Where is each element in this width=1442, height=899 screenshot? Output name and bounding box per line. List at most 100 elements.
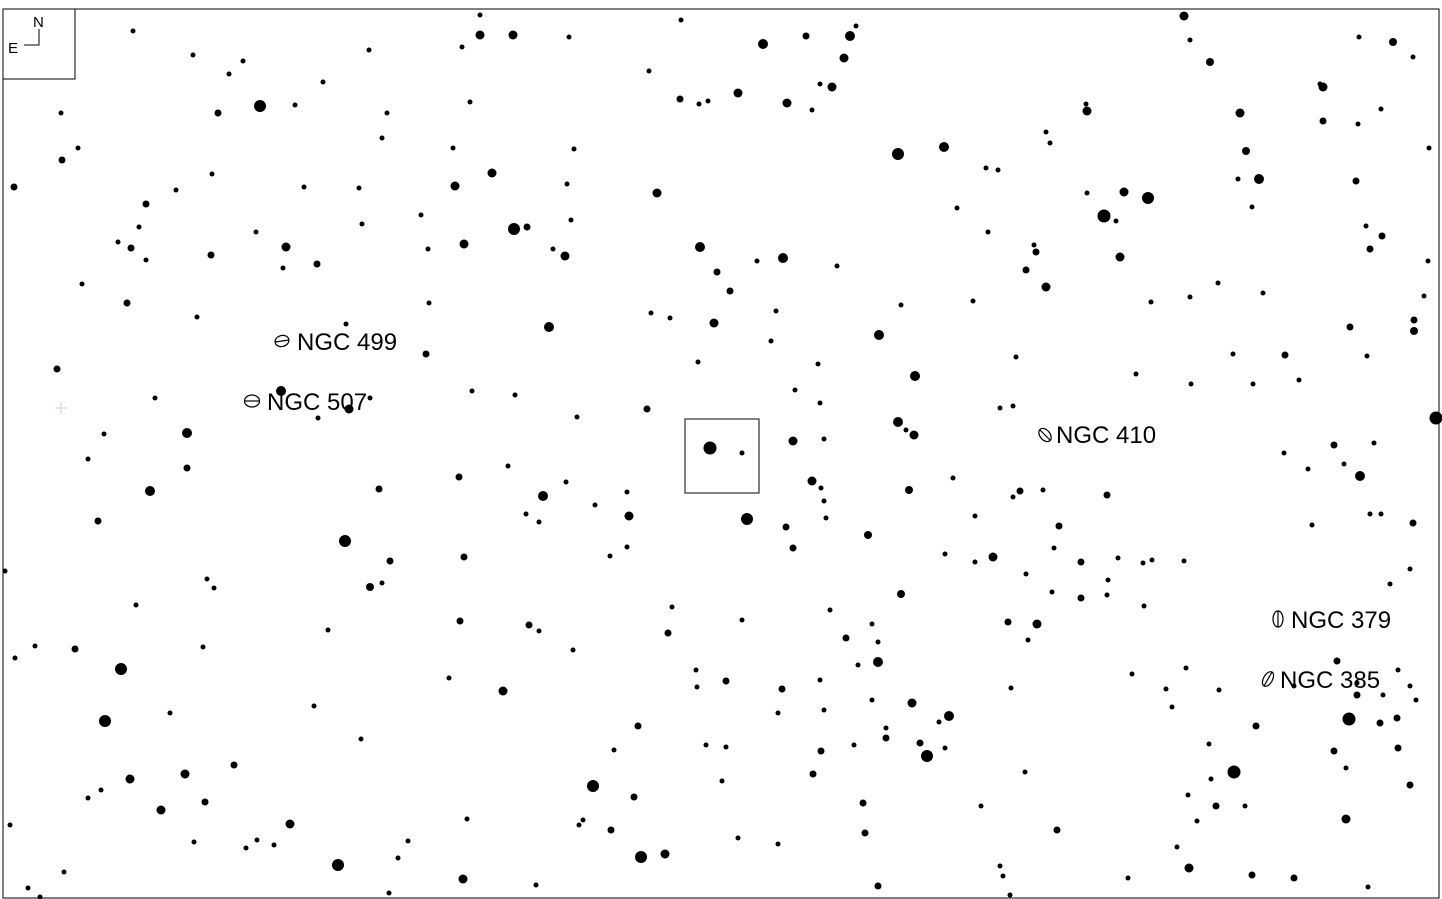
star <box>58 156 66 164</box>
star <box>864 531 872 539</box>
star <box>379 580 385 586</box>
star <box>1174 844 1180 850</box>
star <box>921 750 933 762</box>
star <box>125 774 135 784</box>
galaxy-ngc-507[interactable]: NGC 507 <box>243 389 368 416</box>
star <box>366 583 374 591</box>
star <box>276 386 286 396</box>
star <box>538 491 548 501</box>
star <box>1235 108 1245 118</box>
star-field <box>2 11 1442 899</box>
star <box>792 387 798 393</box>
star <box>1179 11 1189 21</box>
star <box>367 395 373 401</box>
star <box>1010 494 1016 500</box>
object-label: NGC 385 <box>1280 667 1380 694</box>
star <box>845 31 855 41</box>
star <box>853 23 859 29</box>
star <box>823 515 829 521</box>
star <box>379 135 385 141</box>
star <box>988 552 998 562</box>
star <box>94 517 102 525</box>
star <box>997 405 1003 411</box>
star <box>695 359 701 365</box>
star <box>214 109 222 117</box>
star <box>1008 685 1014 691</box>
object-label: NGC 410 <box>1056 422 1156 449</box>
star <box>563 479 569 485</box>
star <box>359 221 365 227</box>
star <box>1409 519 1417 527</box>
star <box>1281 450 1287 456</box>
star <box>773 308 779 314</box>
star <box>592 502 598 508</box>
star <box>624 511 634 521</box>
star <box>292 102 298 108</box>
star <box>954 205 960 211</box>
star <box>815 361 821 367</box>
star <box>280 265 286 271</box>
object-label: NGC 499 <box>297 329 397 356</box>
star <box>386 890 392 896</box>
star <box>1055 522 1063 530</box>
star <box>61 869 67 875</box>
star <box>1341 461 1347 467</box>
galaxy-ngc-385[interactable]: NGC 385 <box>1260 667 1380 694</box>
star <box>459 44 465 50</box>
star <box>450 145 456 151</box>
star <box>1163 686 1169 692</box>
star <box>1115 252 1125 262</box>
star <box>735 835 741 841</box>
star <box>703 441 717 455</box>
star <box>574 414 580 420</box>
star <box>1215 280 1221 286</box>
galaxy-ngc-410[interactable]: NGC 410 <box>1036 422 1156 449</box>
star <box>1380 692 1386 698</box>
star <box>1040 487 1046 493</box>
star <box>136 224 142 230</box>
star <box>1043 129 1049 135</box>
star <box>839 53 849 63</box>
star <box>667 315 673 321</box>
star <box>713 268 721 276</box>
star <box>313 260 321 268</box>
star <box>7 822 13 828</box>
star <box>1125 875 1131 881</box>
galaxy-ngc-499[interactable]: NGC 499 <box>274 329 397 356</box>
star <box>508 30 518 40</box>
star <box>75 145 81 151</box>
star <box>634 722 642 730</box>
star <box>1000 873 1006 879</box>
star <box>1227 765 1241 779</box>
star <box>240 58 246 64</box>
star <box>1149 557 1155 563</box>
star <box>384 110 390 116</box>
star <box>874 330 884 340</box>
star <box>1216 687 1222 693</box>
star <box>939 142 949 152</box>
star <box>375 485 383 493</box>
star <box>123 299 131 307</box>
star <box>523 223 531 231</box>
star <box>726 287 734 295</box>
star <box>460 553 468 561</box>
star <box>995 167 1001 173</box>
galaxy-ngc-379[interactable]: NGC 379 <box>1272 607 1391 634</box>
star <box>1355 121 1361 127</box>
star <box>741 513 753 525</box>
star <box>1077 558 1085 566</box>
star <box>851 742 857 748</box>
star <box>802 32 810 40</box>
star <box>1013 354 1019 360</box>
star <box>859 799 867 807</box>
star <box>1425 258 1431 264</box>
star <box>873 657 883 667</box>
star <box>386 557 394 565</box>
star <box>903 427 909 433</box>
star <box>660 849 670 859</box>
compass-north-label: N <box>33 14 44 31</box>
star <box>1142 192 1154 204</box>
star <box>1413 697 1419 703</box>
star <box>809 770 817 778</box>
star <box>1355 471 1365 481</box>
